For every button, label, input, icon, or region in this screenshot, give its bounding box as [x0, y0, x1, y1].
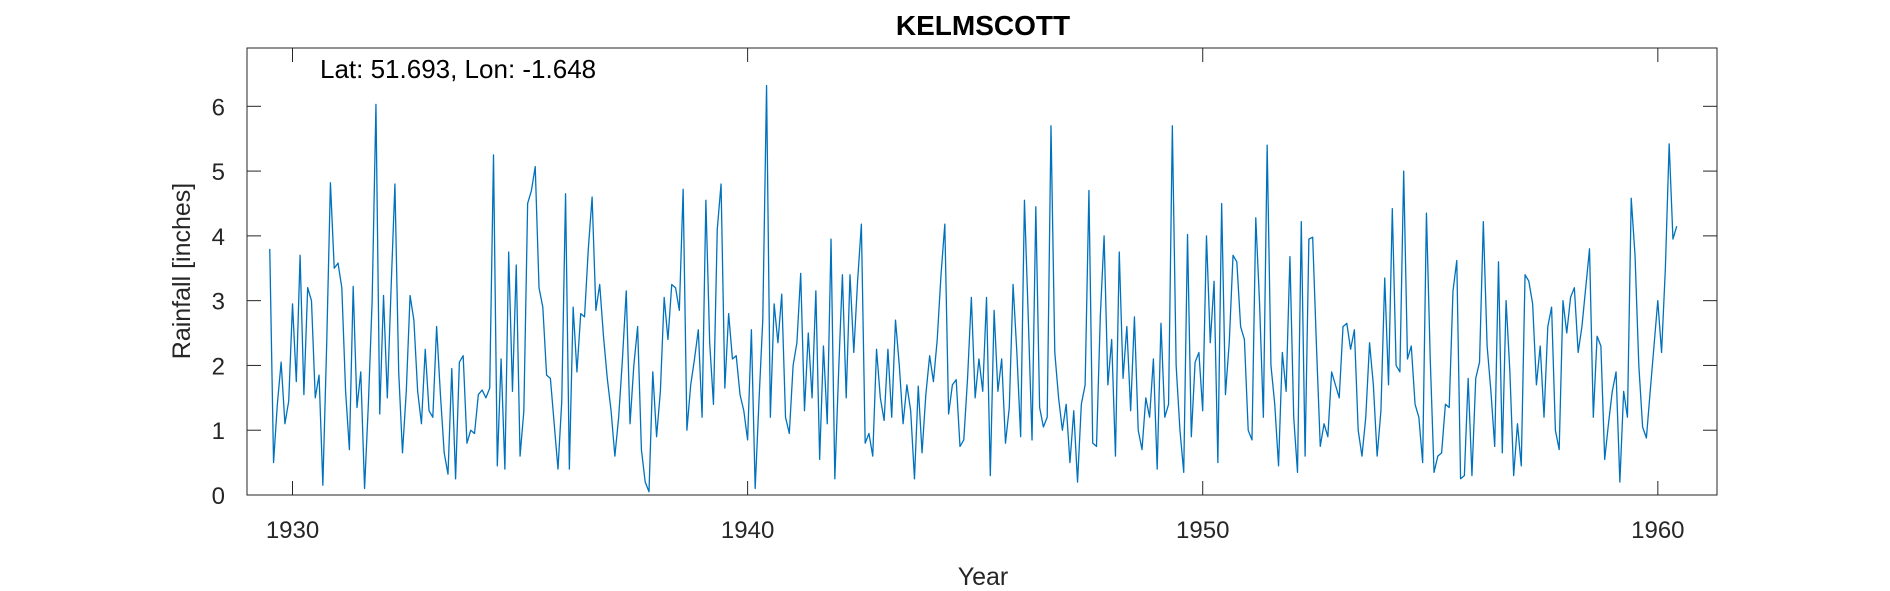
- y-tick-label: 5: [212, 159, 225, 186]
- x-tick-label: 1940: [721, 517, 774, 544]
- y-tick-label: 3: [212, 289, 225, 316]
- x-tick-label: 1950: [1176, 517, 1229, 544]
- plot-area: [246, 47, 1718, 496]
- x-tick-label: 1960: [1631, 517, 1684, 544]
- location-annotation: Lat: 51.693, Lon: -1.648: [320, 54, 596, 84]
- x-axis-label: Year: [958, 563, 1009, 591]
- y-tick-label: 4: [212, 224, 225, 251]
- x-tick-label: 1930: [266, 517, 319, 544]
- y-tick-label: 1: [212, 418, 225, 445]
- y-tick-label: 0: [212, 483, 225, 510]
- x-tick-labels: 1930 1940 1950 1960: [266, 517, 1685, 544]
- y-tick-label: 6: [212, 94, 225, 121]
- y-axis-label: Rainfall [inches]: [168, 183, 196, 359]
- y-tick-labels: 0 1 2 3 4 5 6: [212, 94, 225, 510]
- y-tick-label: 2: [212, 353, 225, 380]
- chart-title: KELMSCOTT: [896, 10, 1070, 41]
- rainfall-series-line: [269, 84, 1678, 493]
- axis-ticks: [247, 48, 1717, 496]
